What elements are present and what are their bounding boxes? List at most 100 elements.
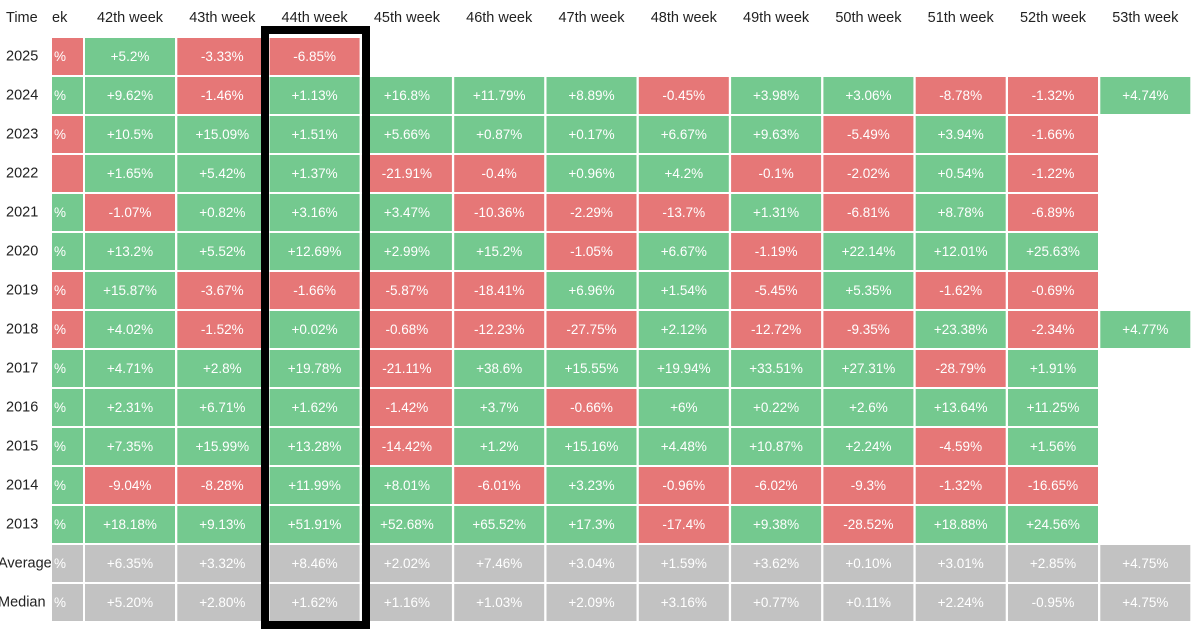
cell-value: +1.37% — [292, 166, 338, 181]
cell — [638, 545, 729, 582]
cell — [546, 584, 637, 621]
cell-value: +11.79% — [473, 88, 526, 103]
cell — [546, 155, 637, 192]
cell — [269, 194, 360, 231]
column-header: 49th week — [743, 10, 810, 26]
cell-value: +18.18% — [103, 517, 157, 532]
cell-value: % — [54, 322, 66, 337]
cell — [1008, 194, 1098, 231]
cell — [1008, 428, 1098, 465]
cell-value: +3.32% — [199, 556, 245, 571]
cell — [731, 116, 822, 153]
cell — [269, 38, 360, 75]
cell-value: +3.06% — [845, 88, 891, 103]
cell — [1100, 545, 1191, 582]
cell-value: -27.75% — [566, 322, 616, 337]
column-header: ek — [52, 10, 68, 26]
cell-value: -1.66% — [1032, 127, 1075, 142]
cell-value: +8.89% — [568, 88, 614, 103]
cell — [177, 311, 268, 348]
cell-value: +24.56% — [1026, 517, 1080, 532]
cell-value: +3.16% — [292, 205, 338, 220]
cell-value: +0.96% — [568, 166, 614, 181]
cell-value: +5.66% — [384, 127, 430, 142]
cell — [177, 155, 268, 192]
cell-value: +1.91% — [1030, 361, 1076, 376]
cell — [361, 116, 452, 153]
cell — [177, 194, 268, 231]
cell — [915, 311, 1006, 348]
row-label: 2025 — [6, 48, 38, 64]
cell — [454, 272, 545, 309]
cell-value: % — [54, 205, 66, 220]
cell — [546, 467, 637, 504]
cell-value: -1.22% — [1032, 166, 1075, 181]
cell-value: -8.28% — [201, 478, 244, 493]
cell-value: -1.19% — [755, 244, 798, 259]
cell-value: +1.16% — [384, 595, 430, 610]
cell — [52, 233, 83, 270]
row-label: 2022 — [6, 165, 38, 181]
cell — [177, 38, 268, 75]
cell — [454, 311, 545, 348]
cell — [823, 272, 914, 309]
cell-value: +11.25% — [1027, 400, 1080, 415]
cell-value: +3.7% — [480, 400, 519, 415]
cell-value: +19.78% — [288, 361, 342, 376]
cell-value: +7.35% — [107, 439, 153, 454]
cell — [1100, 584, 1191, 621]
cell-value: -2.29% — [570, 205, 613, 220]
cell-value: -3.67% — [201, 283, 244, 298]
cell — [638, 233, 729, 270]
cell — [361, 506, 452, 543]
cell — [454, 389, 545, 426]
cell — [85, 467, 175, 504]
cell — [85, 506, 175, 543]
cell-value: +4.48% — [661, 439, 707, 454]
cell-value: % — [54, 595, 66, 610]
cell-value: +52.68% — [380, 517, 434, 532]
cell — [269, 311, 360, 348]
cell-value: +8.78% — [938, 205, 984, 220]
cell-value: % — [54, 361, 66, 376]
cell — [361, 155, 452, 192]
cell-value: -5.45% — [755, 283, 798, 298]
cell-value: +3.47% — [384, 205, 430, 220]
cell — [85, 116, 175, 153]
cell-value: +12.69% — [288, 244, 342, 259]
row-label: 2015 — [6, 438, 38, 454]
cell — [1100, 77, 1191, 114]
cell-value: -5.87% — [386, 283, 429, 298]
column-header: 44th week — [282, 10, 349, 26]
cell-value: +2.12% — [661, 322, 707, 337]
cell — [85, 584, 175, 621]
cell — [1008, 350, 1098, 387]
cell — [546, 116, 637, 153]
cell-value: -10.36% — [474, 205, 524, 220]
cell-value: +2.31% — [107, 400, 153, 415]
cell-value: -1.42% — [386, 400, 429, 415]
cell — [361, 428, 452, 465]
cell-value: +13.28% — [288, 439, 342, 454]
cell — [731, 233, 822, 270]
cell-value: -21.11% — [382, 361, 431, 376]
cell — [731, 194, 822, 231]
column-header: 52th week — [1020, 10, 1087, 26]
cell — [361, 467, 452, 504]
cell — [1008, 272, 1098, 309]
cell — [454, 506, 545, 543]
cell — [1008, 506, 1098, 543]
cell-value: -14.42% — [382, 439, 432, 454]
cell — [454, 233, 545, 270]
cell-value: +6.67% — [661, 127, 707, 142]
cell-value: +0.17% — [568, 127, 614, 142]
cell-value: % — [54, 517, 66, 532]
cell — [52, 311, 83, 348]
cell-value: +15.87% — [103, 283, 157, 298]
cell-value: -28.52% — [843, 517, 893, 532]
cell-value: +9.63% — [753, 127, 799, 142]
cell — [915, 467, 1006, 504]
cell-value: +13.64% — [934, 400, 988, 415]
cell — [1008, 233, 1098, 270]
cell — [52, 467, 83, 504]
